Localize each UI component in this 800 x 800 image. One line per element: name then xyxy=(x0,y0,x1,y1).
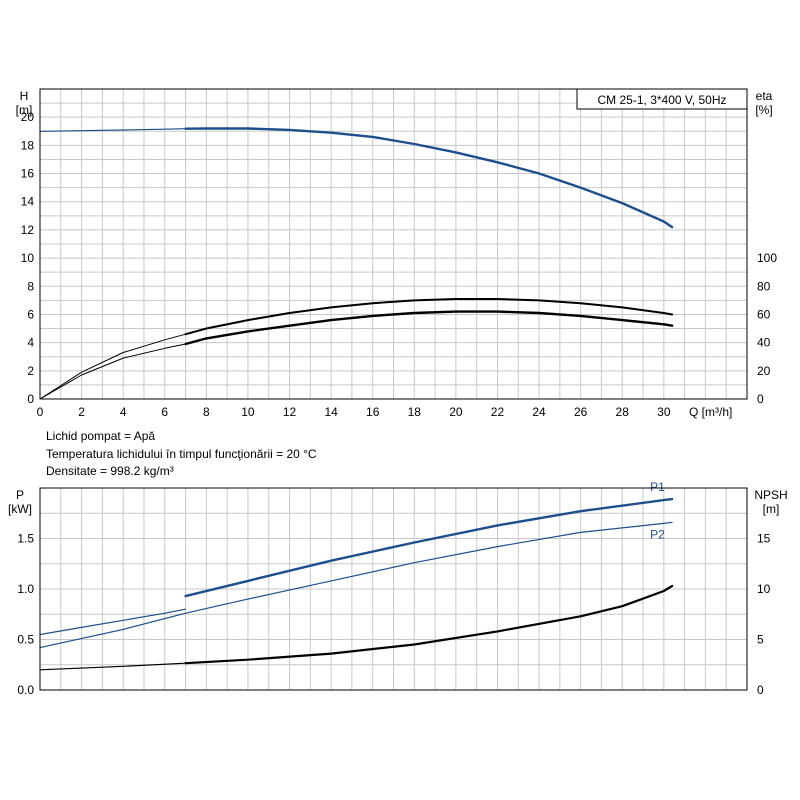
bottom-y-right-label: NPSH xyxy=(754,488,787,502)
top-x-tick-label: 16 xyxy=(366,405,380,419)
top-y-right-label: eta xyxy=(756,89,773,103)
top-y2-tick-label: 20 xyxy=(757,364,771,378)
top-y-left-label: H xyxy=(20,89,29,103)
top-y-right-unit: [%] xyxy=(755,103,772,117)
top-chart-grid xyxy=(40,89,747,399)
bottom-y-tick-label: 0.5 xyxy=(17,633,34,647)
top-series-line-3 xyxy=(184,298,674,336)
series-label-p2: P2 xyxy=(650,527,665,541)
top-x-tick-label: 26 xyxy=(574,405,588,419)
bottom-series-line-4 xyxy=(184,584,674,665)
top-y-tick-label: 8 xyxy=(27,279,34,293)
top-series-line-2 xyxy=(39,333,187,400)
bottom-series-line-2 xyxy=(39,521,673,649)
bottom-chart-curves: P1 P2 xyxy=(39,480,674,671)
top-x-tick-label: 24 xyxy=(532,405,546,419)
bottom-chart-ticks: 0.0 0.5 1.0 1.5 0 5 10 15 xyxy=(17,532,770,698)
fluid-info-line-2: Temperatura lichidului în timpul funcţio… xyxy=(46,447,317,461)
top-x-tick-label: 10 xyxy=(241,405,255,419)
bottom-y-right-unit: [m] xyxy=(763,502,780,516)
bottom-y-left-unit: [kW] xyxy=(8,502,32,516)
bottom-y-tick-label: 1.0 xyxy=(17,582,34,596)
top-x-tick-label: 2 xyxy=(78,405,85,419)
fluid-info-line-3: Densitate = 998.2 kg/m³ xyxy=(46,464,174,478)
top-y-tick-label: 10 xyxy=(21,251,35,265)
legend-box xyxy=(576,88,748,110)
top-y-tick-label: 0 xyxy=(27,392,34,406)
bottom-y-tick-label: 0.0 xyxy=(17,683,34,697)
top-y-tick-label: 16 xyxy=(21,167,35,181)
top-y2-tick-label: 80 xyxy=(757,279,771,293)
bottom-series-line-1 xyxy=(184,497,674,598)
top-x-tick-label: 20 xyxy=(449,405,463,419)
top-y2-tick-label: 40 xyxy=(757,336,771,350)
fluid-info-line-1: Lichid pompat = Apă xyxy=(46,429,156,443)
top-x-axis-label: Q [m³/h] xyxy=(689,405,732,419)
top-y-tick-label: 6 xyxy=(27,307,34,321)
top-y-tick-label: 14 xyxy=(21,195,35,209)
top-x-tick-label: 4 xyxy=(120,405,127,419)
bottom-y2-tick-label: 0 xyxy=(757,683,764,697)
top-x-tick-label: 28 xyxy=(616,405,630,419)
top-x-tick-label: 8 xyxy=(203,405,210,419)
top-x-tick-label: 14 xyxy=(324,405,338,419)
bottom-series-line-0 xyxy=(39,608,187,636)
top-series-line-5 xyxy=(184,310,674,346)
top-x-tick-label: 30 xyxy=(657,405,671,419)
top-series-line-4 xyxy=(39,343,187,400)
bottom-series-line-3 xyxy=(39,662,187,671)
top-y-tick-label: 4 xyxy=(27,336,34,350)
top-x-tick-label: 18 xyxy=(408,405,422,419)
bottom-y2-tick-label: 5 xyxy=(757,633,764,647)
bottom-y-tick-label: 1.5 xyxy=(17,532,34,546)
bottom-chart-grid xyxy=(40,488,747,690)
top-x-tick-label: 22 xyxy=(491,405,505,419)
series-label-p1: P1 xyxy=(650,480,665,494)
bottom-chart-frame xyxy=(39,487,748,691)
bottom-y2-tick-label: 10 xyxy=(757,582,771,596)
bottom-y2-tick-label: 15 xyxy=(757,532,771,546)
top-chart-frame xyxy=(39,88,748,400)
top-chart-curves xyxy=(39,127,674,400)
top-x-tick-label: 6 xyxy=(161,405,168,419)
top-y-tick-label: 18 xyxy=(21,138,35,152)
top-y-tick-label: 2 xyxy=(27,364,34,378)
top-y2-tick-label: 0 xyxy=(757,392,764,406)
bottom-y-left-label: P xyxy=(16,488,24,502)
legend-box-text: CM 25-1, 3*400 V, 50Hz xyxy=(598,93,727,107)
top-series-line-1 xyxy=(184,127,674,229)
top-y-tick-label: 12 xyxy=(21,223,35,237)
top-y-tick-label: 20 xyxy=(21,110,35,124)
top-y2-tick-label: 60 xyxy=(757,307,771,321)
top-y2-tick-label: 100 xyxy=(757,251,777,265)
top-x-tick-label: 12 xyxy=(283,405,297,419)
top-y-left-unit: [m] xyxy=(16,103,33,117)
top-x-tick-label: 0 xyxy=(37,405,44,419)
top-series-line-0 xyxy=(39,128,187,132)
